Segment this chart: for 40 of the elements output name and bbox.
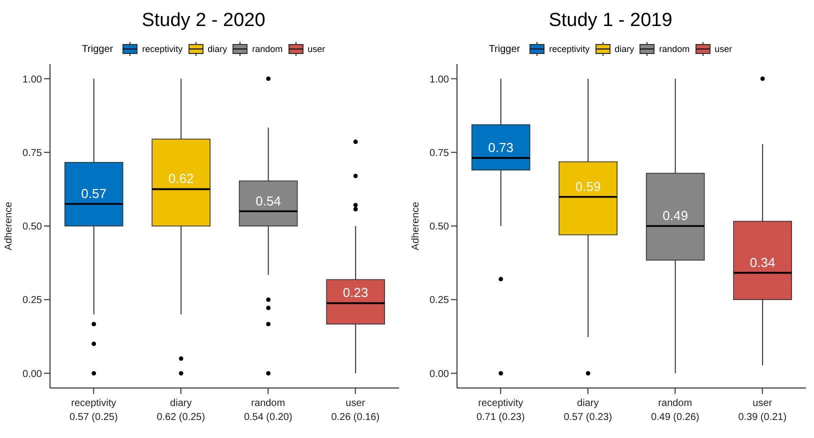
x-tick-label: random 0.54 (0.20) — [244, 398, 292, 423]
x-tick-label: diary 0.62 (0.25) — [156, 398, 206, 423]
text: 0.59 — [575, 178, 601, 194]
x-tick-label: receptivity 0.71 (0.23) — [476, 398, 525, 423]
legend-label: receptivity — [142, 44, 183, 54]
y-axis-title: Adherence — [410, 201, 422, 250]
legend-label: diary — [208, 44, 228, 54]
legend-label: receptivity — [549, 44, 590, 54]
text: 0.34 — [750, 254, 776, 270]
y-tick-label: 0.50 — [22, 222, 42, 233]
text: 0.23 — [342, 285, 368, 300]
legend-title: Trigger — [488, 44, 520, 54]
y-tick-label: 0.75 — [430, 148, 450, 159]
y-tick-label: 0.25 — [430, 295, 450, 306]
text: 0.49 — [662, 208, 688, 223]
text: 0.54 — [256, 193, 281, 208]
legend-label: random — [252, 44, 283, 54]
text: 0.62 — [168, 171, 194, 186]
legend-label: user — [714, 44, 732, 54]
x-tick-label: user 0.39 (0.21) — [738, 398, 787, 423]
legend-label: random — [659, 44, 690, 54]
text: 0.73 — [488, 140, 514, 155]
x-tick-label: receptivity 0.57 (0.25) — [69, 398, 118, 423]
y-tick-label: 1.00 — [22, 74, 42, 86]
x-tick-label: diary 0.57 (0.23) — [564, 398, 612, 423]
legend-label: diary — [614, 44, 634, 54]
y-tick-label: 0.50 — [430, 222, 450, 233]
legend-label: user — [308, 44, 326, 54]
legend-title: Trigger — [82, 44, 114, 54]
chart-title: Study 1 - 2019 — [548, 9, 674, 33]
y-tick-label: 0.00 — [22, 368, 42, 380]
x-tick-label: random 0.49 (0.26) — [650, 398, 700, 423]
text: 0.57 — [81, 186, 106, 201]
chart-title: Study 2 - 2020 — [140, 9, 266, 33]
y-tick-label: 1.00 — [430, 74, 450, 86]
y-axis-title: Adherence — [4, 201, 15, 250]
y-tick-label: 0.75 — [22, 148, 42, 159]
y-tick-label: 0.25 — [22, 295, 42, 306]
x-tick-label: user 0.26 (0.16) — [331, 398, 380, 423]
y-tick-label: 0.00 — [430, 368, 450, 380]
